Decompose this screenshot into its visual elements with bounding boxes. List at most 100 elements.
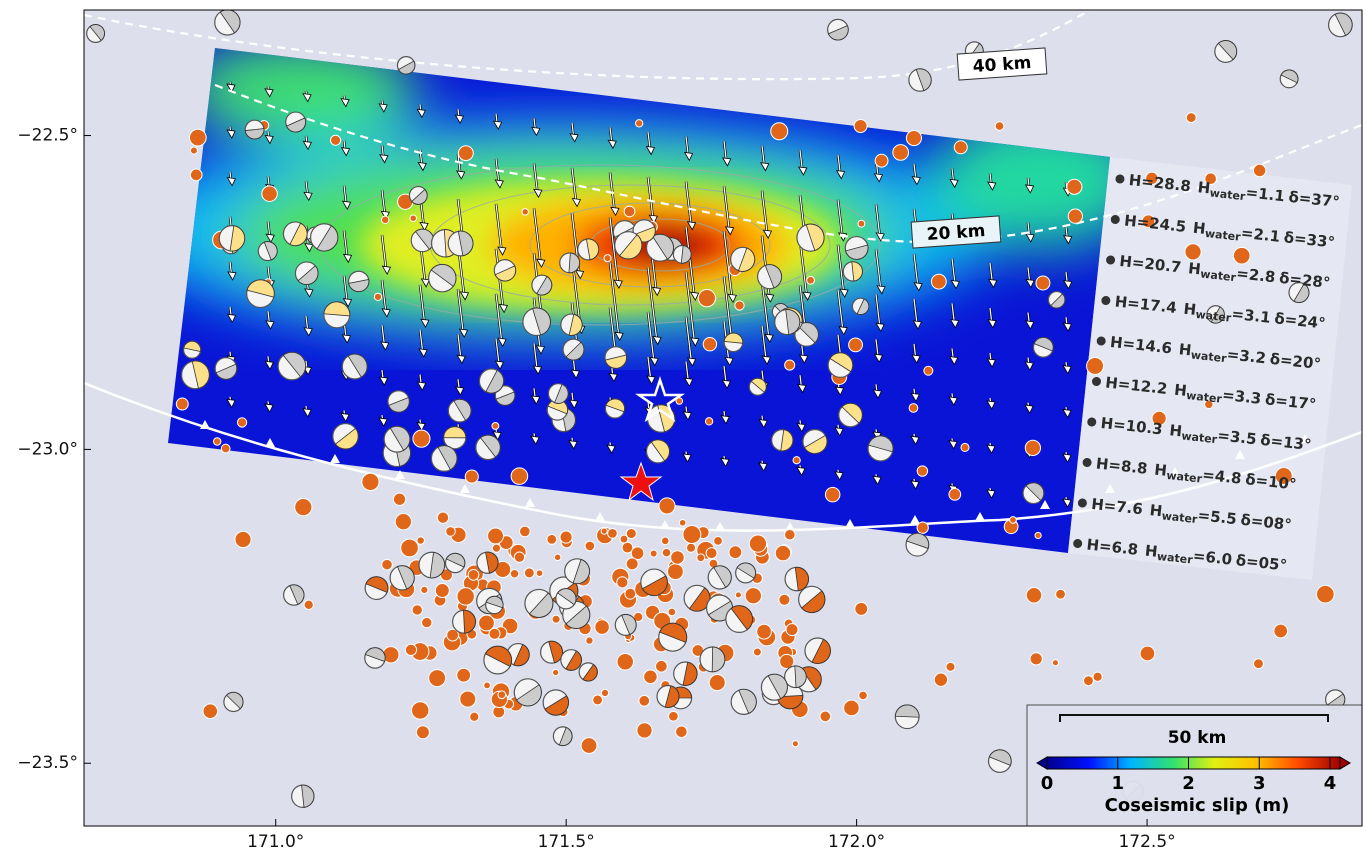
- earthquake: [779, 594, 790, 605]
- focal-mechanism: [397, 57, 414, 74]
- focal-mechanism: [868, 436, 893, 461]
- earthquake: [617, 577, 628, 588]
- focal-mechanism: [388, 391, 409, 412]
- focal-mechanism: [1033, 338, 1053, 358]
- focal-mechanism: [429, 264, 456, 291]
- earthquake: [705, 418, 712, 425]
- earthquake: [554, 554, 561, 561]
- earthquake: [262, 186, 277, 201]
- earthquake: [458, 146, 473, 161]
- earthquake: [671, 551, 685, 565]
- earthquake: [237, 418, 246, 427]
- earthquake: [1036, 276, 1050, 290]
- earthquake: [785, 360, 795, 370]
- focal-mechanism: [284, 585, 304, 605]
- focal-mechanism: [349, 271, 369, 291]
- focal-mechanism: [390, 566, 414, 590]
- earthquake: [552, 615, 560, 623]
- focal-mechanism: [761, 674, 787, 700]
- earthquake: [484, 682, 491, 689]
- earthquake: [416, 726, 429, 739]
- earthquake: [697, 554, 705, 562]
- earthquake: [639, 695, 650, 706]
- earthquake: [510, 569, 518, 577]
- earthquake: [667, 564, 683, 580]
- earthquake: [203, 704, 218, 719]
- earthquake: [1030, 653, 1042, 665]
- earthquake: [703, 337, 716, 350]
- contour-label-40: 40 km: [957, 48, 1047, 80]
- focal-mechanism: [615, 614, 636, 635]
- earthquake: [489, 628, 500, 639]
- earthquake: [775, 545, 790, 560]
- earthquake: [498, 691, 506, 699]
- focal-mechanism: [448, 399, 471, 422]
- focal-mechanism: [541, 641, 563, 663]
- earthquake: [511, 468, 528, 485]
- earthquake: [492, 422, 499, 429]
- earthquake: [1274, 624, 1288, 638]
- earthquake: [470, 712, 479, 721]
- earthquake: [488, 528, 504, 544]
- y-tick-label: −22.5°: [17, 126, 78, 146]
- earthquake: [547, 534, 557, 544]
- focal-mechanism: [486, 596, 503, 613]
- earthquake: [374, 293, 381, 300]
- x-tick-label: 171.5°: [538, 832, 595, 852]
- earthquake: [519, 526, 530, 537]
- earthquake: [946, 662, 955, 671]
- earthquake: [1185, 244, 1201, 260]
- earthquake: [849, 338, 863, 352]
- earthquake: [362, 473, 379, 490]
- focal-mechanism: [657, 685, 679, 707]
- earthquake: [729, 546, 742, 559]
- focal-mechanism: [775, 310, 800, 335]
- earthquake: [875, 154, 888, 167]
- earthquake: [706, 548, 717, 559]
- focal-mechanism: [87, 25, 105, 43]
- colorbar-title: Coseismic slip (m): [1105, 795, 1290, 816]
- focal-mechanism: [215, 10, 240, 35]
- earthquake: [1186, 113, 1196, 123]
- earthquake: [961, 443, 969, 451]
- focal-mechanism: [286, 112, 306, 132]
- colorbar-tick-label: 3: [1253, 773, 1266, 794]
- focal-mechanism: [674, 662, 697, 685]
- earthquake: [1083, 676, 1093, 686]
- focal-mechanism: [247, 280, 275, 308]
- focal-mechanism: [295, 262, 318, 285]
- earthquake: [1067, 179, 1082, 194]
- focal-mechanism: [641, 569, 667, 595]
- focal-mechanism: [479, 369, 503, 393]
- x-tick-label: 172.5°: [1118, 832, 1175, 852]
- earthquake: [381, 216, 388, 223]
- earthquake: [617, 653, 634, 670]
- focal-mechanism: [828, 353, 852, 377]
- focal-mechanism: [453, 610, 476, 633]
- focal-mechanism: [445, 553, 464, 572]
- focal-mechanism: [758, 265, 782, 289]
- focal-mechanism: [258, 242, 277, 261]
- focal-mechanism: [906, 533, 929, 556]
- earthquake: [625, 588, 636, 599]
- map-area: 40 km 20 km H=28.8Hwater=1.1δ=37°H=24.5H…: [84, 10, 1366, 830]
- scale-bar-label: 50 km: [1168, 728, 1227, 748]
- focal-mechanism: [283, 222, 307, 246]
- earthquake: [190, 169, 202, 181]
- earthquake: [825, 487, 840, 502]
- earthquake: [668, 711, 678, 721]
- earthquake: [586, 637, 593, 644]
- focal-mechanism: [845, 237, 868, 260]
- earthquake: [1087, 357, 1104, 374]
- focal-mechanism: [799, 586, 825, 612]
- earthquake: [624, 206, 635, 217]
- focal-mechanism: [532, 275, 552, 295]
- earthquake: [560, 531, 572, 543]
- earthquake: [1068, 209, 1082, 223]
- earthquake: [924, 366, 933, 375]
- earthquake: [820, 711, 831, 722]
- earthquake: [644, 670, 658, 684]
- focal-mechanism: [731, 689, 756, 714]
- earthquake: [524, 568, 534, 578]
- focal-mechanism: [431, 446, 457, 472]
